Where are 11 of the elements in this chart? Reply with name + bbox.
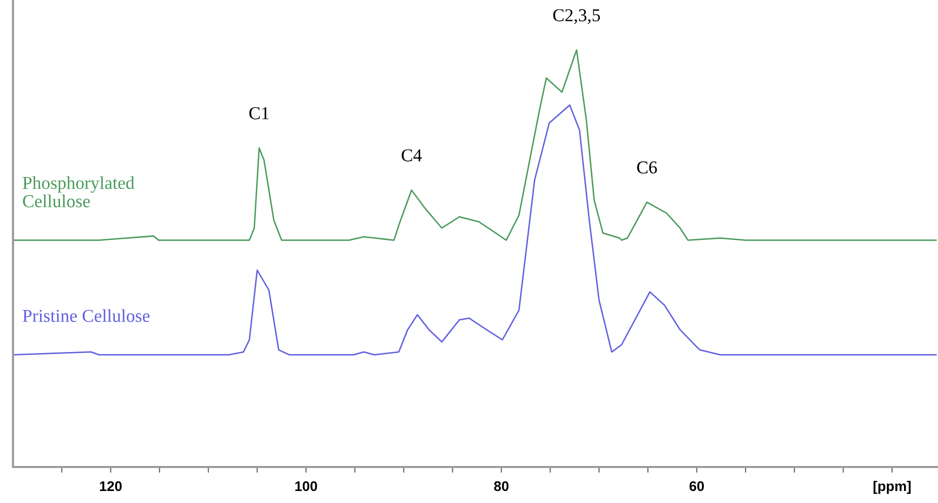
x-tick-label: [ppm] (874, 480, 911, 494)
annotation: C6 (637, 161, 657, 174)
annotation: C1 (249, 107, 269, 120)
x-tick-label: 60 (690, 481, 704, 492)
x-tick-label: 100 (295, 481, 318, 492)
annotation: C4 (402, 149, 422, 162)
series-label: Phosphorylated Cellulose (22, 176, 134, 208)
series-label: Pristine Cellulose (22, 309, 150, 322)
text: C2,3,5 (553, 9, 600, 24)
x-tick-label: 120 (100, 481, 122, 492)
x-tick-label: 80 (494, 481, 509, 492)
